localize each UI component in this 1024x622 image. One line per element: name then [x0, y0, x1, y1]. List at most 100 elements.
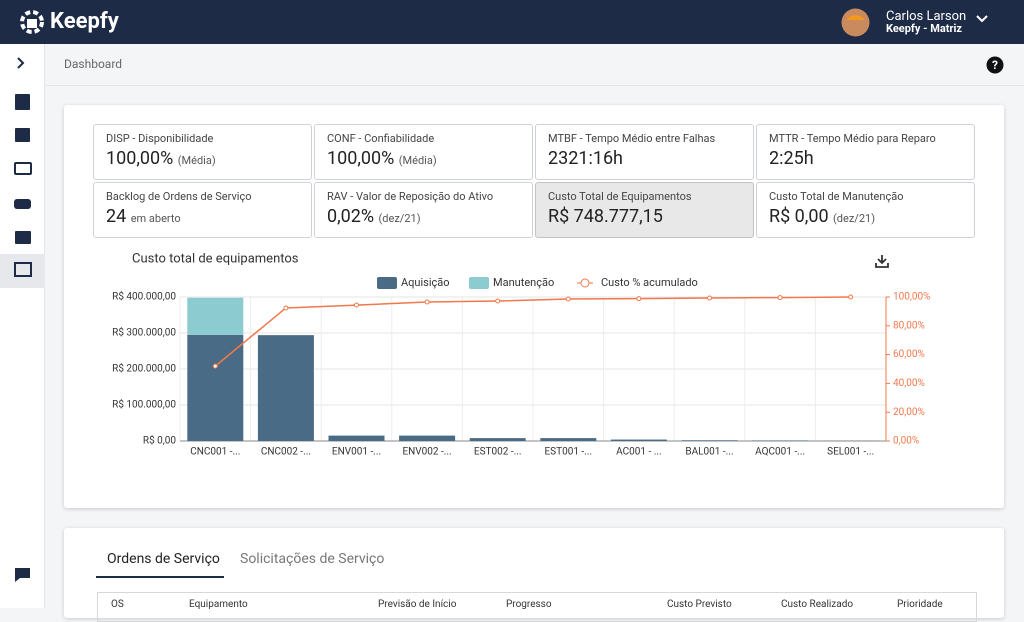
bar [470, 438, 526, 441]
x-tick-label: ENV002 -... [402, 447, 451, 458]
tab-indicator [96, 576, 224, 578]
kpi-note: (dez/21) [379, 212, 421, 225]
line-point [213, 364, 217, 368]
y-tick-label: R$ 200.000,00 [112, 362, 176, 375]
column-header: Custo Previsto [667, 599, 732, 610]
kpi-value: 0,02% [327, 206, 374, 227]
nav-calendar[interactable] [15, 128, 30, 142]
top-bar: Keepfy Carlos Larson Keepfy - Matriz [0, 0, 1024, 44]
nav-active-bg [0, 254, 45, 288]
column-header: Equipamento [189, 599, 248, 610]
kpi-note: em aberto [131, 212, 181, 225]
y2-tick-label: 60,00% [893, 349, 925, 360]
line-point [849, 295, 853, 299]
brand[interactable]: Keepfy [50, 9, 119, 34]
y2-tick-label: 0,00% [893, 436, 919, 447]
chat-icon[interactable] [15, 568, 30, 582]
sidebar-icons [0, 44, 45, 608]
line-point [637, 297, 641, 301]
nav-equipment[interactable] [14, 199, 31, 209]
y-tick-label: R$ 300.000,00 [112, 326, 176, 339]
tab-orders[interactable]: Ordens de Serviço [107, 551, 220, 567]
kpi-card[interactable]: CONF - Confiabilidade 100,00% (Média) [314, 124, 533, 180]
line-point [496, 299, 500, 303]
kpi-label: CONF - Confiabilidade [327, 132, 520, 145]
user-menu-caret[interactable] [975, 13, 989, 25]
bar [540, 438, 596, 441]
page: {"header":{"brand":"Keepfy","user_name":… [0, 0, 1024, 608]
bar [399, 436, 455, 441]
kpi-value: R$ 748.777,15 [548, 206, 663, 227]
kpi-note: (Média) [399, 154, 437, 167]
avatar[interactable] [841, 8, 870, 37]
kpi-value-row: 24 em aberto [106, 206, 299, 227]
x-tick-label: SEL001 -... [827, 447, 874, 458]
line-point [425, 300, 429, 304]
kpi-value-row: 100,00% (Média) [106, 148, 299, 169]
y-tick-label: R$ 100.000,00 [112, 398, 176, 411]
line-point [778, 296, 782, 300]
x-tick-label: CNC001 -... [190, 447, 240, 458]
column-header: Custo Realizado [781, 599, 853, 610]
kpi-note: (Média) [178, 154, 216, 167]
breadcrumb: Dashboard [64, 57, 122, 71]
kpi-value-row: 100,00% (Média) [327, 148, 520, 169]
column-header: Progresso [506, 599, 552, 610]
y2-tick-label: 80,00% [893, 320, 925, 331]
nav-folders[interactable] [15, 231, 31, 244]
kpi-value: 24 [106, 206, 126, 227]
nav-tickets[interactable] [15, 163, 31, 174]
x-tick-label: ENV001 -... [332, 447, 381, 458]
kpi-card[interactable]: MTBF - Tempo Médio entre Falhas 2321:16h [535, 124, 754, 180]
kpi-value-row: 2:25h [769, 148, 962, 169]
y-tick-label: R$ 0,00 [143, 434, 176, 447]
bar [187, 298, 243, 335]
bar [682, 440, 738, 441]
orders-card: Ordens de Serviço Solicitações de Serviç… [64, 528, 1004, 618]
chart-title: Custo total de equipamentos [132, 251, 299, 266]
kpi-label: MTBF - Tempo Médio entre Falhas [548, 132, 741, 145]
expand-icon[interactable] [18, 58, 23, 68]
tab-requests[interactable]: Solicitações de Serviço [240, 551, 384, 567]
y2-tick-label: 100,00% [893, 292, 930, 303]
divider [46, 85, 1024, 86]
column-header: Previsão de Início [378, 599, 456, 610]
kpi-card[interactable]: Backlog de Ordens de Serviço 24 em aberto [93, 182, 312, 238]
kpi-card[interactable]: DISP - Disponibilidade 100,00% (Média) [93, 124, 312, 180]
x-tick-label: AC001 - ... [616, 447, 661, 458]
svg-text:?: ? [992, 58, 998, 72]
kpi-card[interactable]: Custo Total de Equipamentos R$ 748.777,15 [535, 182, 754, 238]
kpi-label: Backlog de Ordens de Serviço [106, 190, 299, 203]
x-tick-label: CNC002 -... [261, 447, 311, 458]
legend-label: Custo % acumulado [601, 276, 698, 289]
line-point [355, 303, 359, 307]
user-org[interactable]: Keepfy - Matriz [886, 22, 962, 35]
legend-label: Aquisição [401, 276, 450, 289]
x-tick-label: AQC001 -... [755, 447, 805, 458]
kpi-card[interactable]: RAV - Valor de Reposição do Ativo 0,02% (… [314, 182, 533, 238]
help-icon[interactable]: ? [986, 56, 1004, 74]
chart: Custo total de equipamentos R$ 0,00 R$ 10… [64, 245, 1004, 470]
kpi-label: DISP - Disponibilidade [106, 132, 299, 145]
kpi-value: 100,00% [106, 148, 173, 169]
y-tick-label: R$ 400.000,00 [112, 290, 176, 303]
x-tick-label: EST001 -... [544, 447, 592, 458]
bar [611, 440, 667, 441]
kpi-value-row: 2321:16h [548, 148, 741, 169]
kpi-label: Custo Total de Manutenção [769, 190, 962, 203]
legend-swatch [469, 277, 489, 289]
bar [329, 436, 385, 441]
legend-swatch [377, 277, 397, 289]
x-tick-label: BAL001 -... [685, 447, 733, 458]
kpi-label: RAV - Valor de Reposição do Ativo [327, 190, 520, 203]
nav-orders[interactable] [15, 94, 30, 110]
kpi-label: Custo Total de Equipamentos [548, 190, 741, 203]
download-icon[interactable] [876, 255, 888, 267]
bar [258, 335, 314, 441]
bar [752, 440, 808, 441]
kpi-value: 100,00% [327, 148, 394, 169]
